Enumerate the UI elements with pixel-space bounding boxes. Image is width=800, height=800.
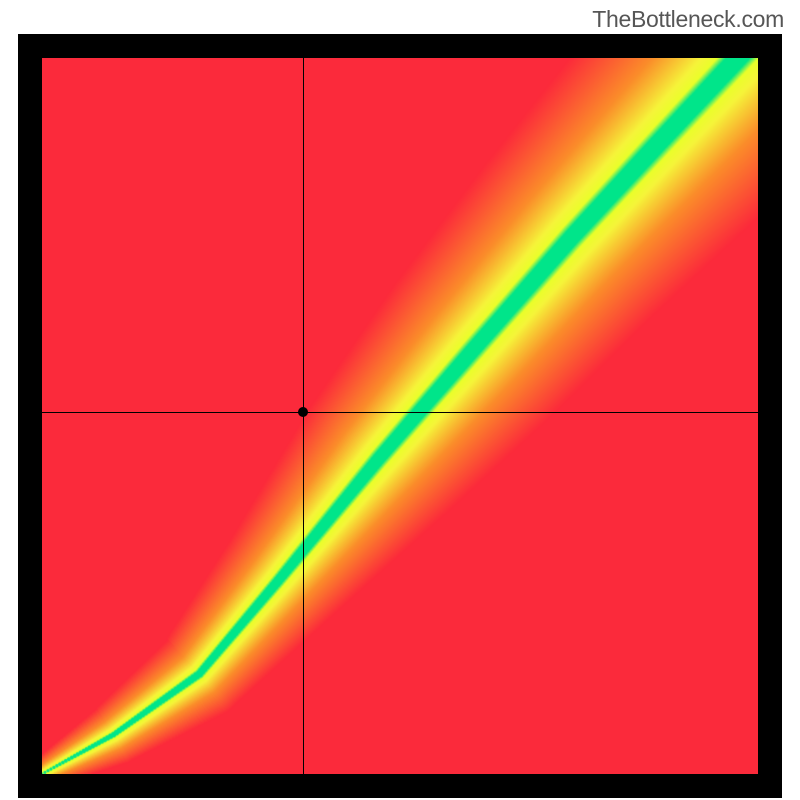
watermark-text: TheBottleneck.com <box>592 6 784 33</box>
heatmap-canvas <box>42 58 758 774</box>
chart-container: TheBottleneck.com <box>0 0 800 800</box>
crosshair-horizontal <box>42 412 758 413</box>
marker-dot <box>298 407 308 417</box>
plot-area <box>42 58 758 774</box>
plot-frame <box>18 34 782 798</box>
